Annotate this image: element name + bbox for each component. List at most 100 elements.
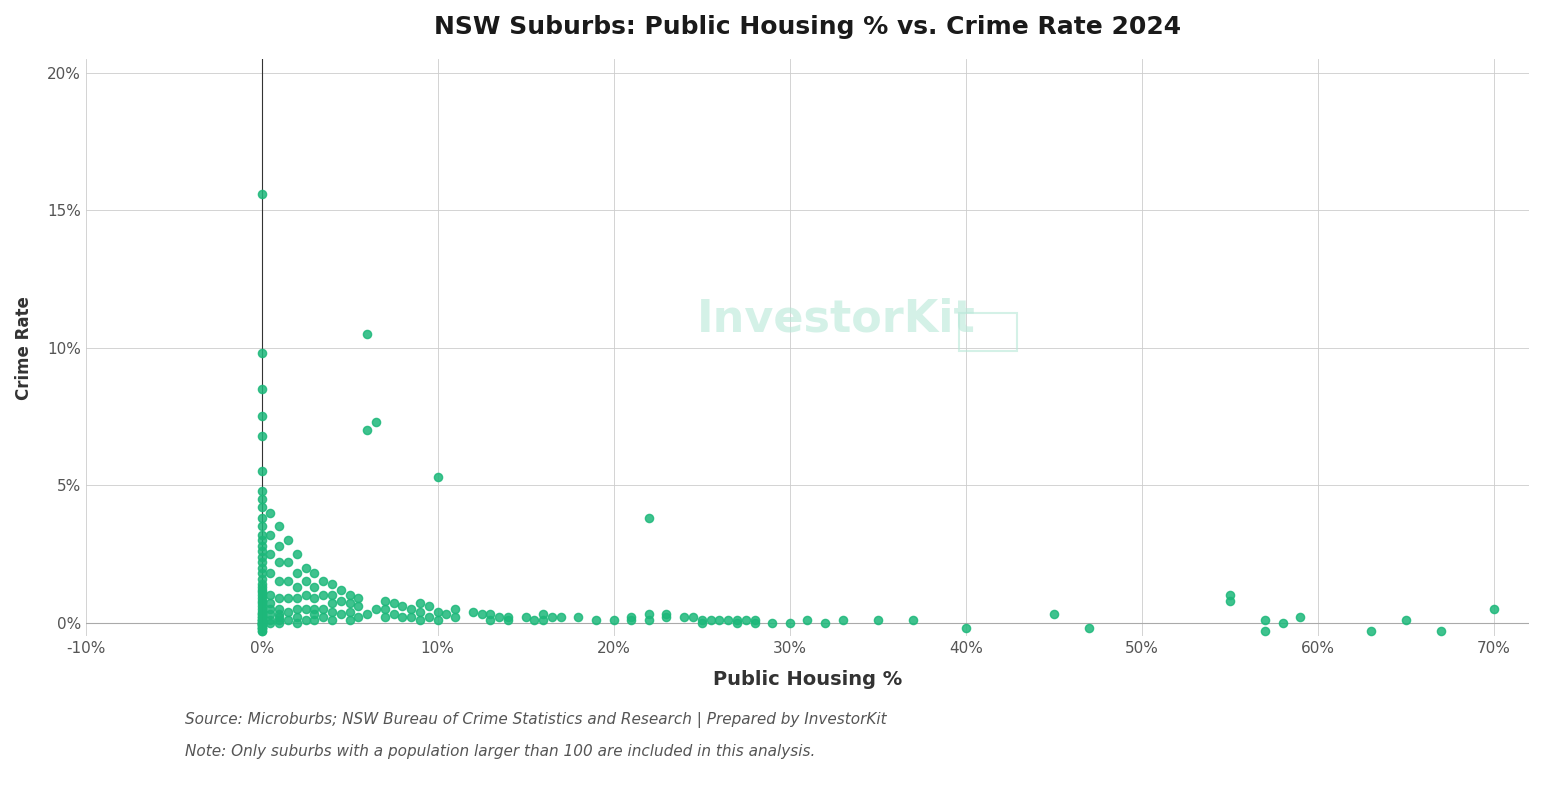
Point [408,605,432,618]
Point [716,614,741,626]
Point [267,556,292,569]
Point [249,578,273,590]
Point [276,605,301,618]
Point [1393,614,1417,626]
Point [249,597,273,610]
Point [249,589,273,602]
Point [276,556,301,569]
Point [258,589,283,602]
Point [496,610,520,623]
Point [267,610,292,623]
Point [249,624,273,637]
Point [655,608,679,621]
Point [276,534,301,546]
Point [249,512,273,525]
Point [1217,594,1241,607]
Point [249,616,273,629]
Point [337,589,361,602]
Point [249,622,273,634]
Point [284,566,309,579]
Text: Note: Only suburbs with a population larger than 100 are included in this analys: Note: Only suburbs with a population lar… [185,744,815,759]
Point [672,610,696,623]
Point [1271,616,1295,629]
Text: InvestorKit: InvestorKit [696,298,976,340]
Point [303,608,327,621]
Point [398,610,423,623]
Point [267,539,292,552]
Point [460,605,485,618]
Point [531,614,556,626]
Point [293,589,318,602]
Point [276,591,301,604]
Point [249,616,273,629]
Point [249,580,273,593]
Point [1428,624,1453,637]
Point [337,614,361,626]
Point [320,614,344,626]
Point [258,614,283,626]
Point [249,619,273,632]
Point [249,610,273,623]
Point [733,614,758,626]
Point [1076,622,1101,634]
Point [258,528,283,541]
Point [249,614,273,626]
Point [743,616,767,629]
Point [408,597,432,610]
Point [284,547,309,560]
Point [310,602,335,615]
Point [355,608,380,621]
Point [417,610,442,623]
Point [249,556,273,569]
Point [364,415,389,428]
Point [249,614,273,626]
Point [249,561,273,574]
Point [249,566,273,579]
Point [249,501,273,514]
Point [584,614,608,626]
Point [408,614,432,626]
Point [636,512,661,525]
Point [812,616,837,629]
Point [372,594,397,607]
Point [249,550,273,563]
Point [443,602,468,615]
Point [267,575,292,588]
X-axis label: Public Housing %: Public Housing % [713,670,902,689]
Point [777,616,801,629]
Point [249,545,273,558]
Point [1481,602,1505,615]
Point [249,528,273,541]
Point [531,608,556,621]
Point [381,597,406,610]
Point [249,586,273,598]
Point [372,610,397,623]
Point [284,610,309,623]
Point [267,614,292,626]
Point [425,470,449,483]
Point [381,608,406,621]
Point [310,610,335,623]
Point [249,624,273,637]
Title: NSW Suburbs: Public Housing % vs. Crime Rate 2024: NSW Suburbs: Public Housing % vs. Crime … [434,15,1181,39]
Point [249,619,273,632]
Point [372,602,397,615]
Point [795,614,820,626]
Point [249,410,273,422]
Point [249,539,273,552]
Point [249,382,273,395]
Point [249,465,273,478]
Point [355,327,380,340]
Point [329,608,354,621]
Point [320,578,344,590]
Point [953,622,977,634]
Point [1288,610,1312,623]
Point [249,493,273,506]
Point [346,591,371,604]
Point [249,619,273,632]
Point [249,610,273,623]
Point [249,608,273,621]
Point [425,614,449,626]
Point [267,608,292,621]
Point [258,616,283,629]
